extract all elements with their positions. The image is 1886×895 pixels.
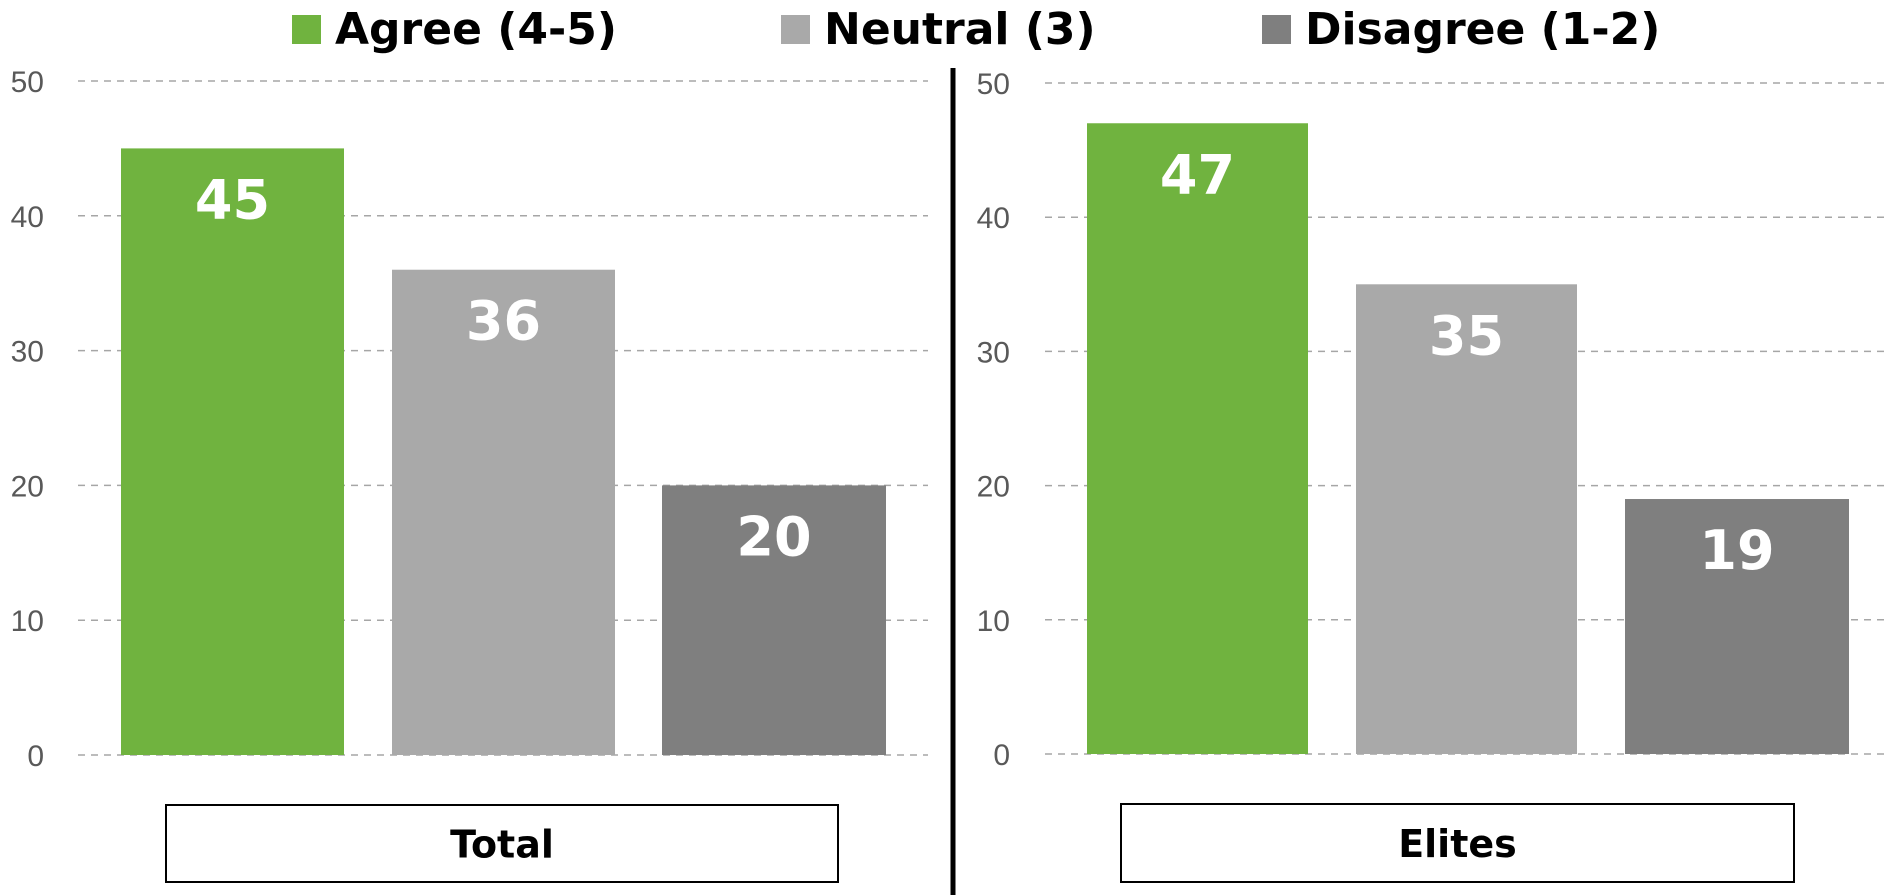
legend-label: Neutral (3) — [824, 4, 1096, 55]
bar — [392, 269, 615, 755]
y-tick-label: 50 — [11, 66, 44, 99]
legend-label: Agree (4-5) — [335, 4, 617, 55]
y-tick-label: 0 — [27, 740, 44, 773]
bar — [1356, 284, 1577, 754]
bar-value-label: 19 — [1699, 519, 1774, 582]
bar-value-label: 35 — [1429, 304, 1504, 367]
legend-swatch — [781, 15, 810, 44]
y-tick-label: 50 — [977, 68, 1010, 101]
y-tick-label: 10 — [11, 605, 44, 638]
chart-panels: 0 10 20 30 40 50 45 36 20 Total 0 10 20 30 40 50 47 35 19 E… — [11, 66, 1886, 883]
y-tick-label: 40 — [11, 201, 44, 234]
y-tick-label: 10 — [977, 605, 1010, 638]
legend-swatch — [292, 15, 321, 44]
bar-value-label: 45 — [195, 168, 270, 231]
bar — [1625, 499, 1849, 754]
y-tick-label: 0 — [993, 739, 1010, 772]
panel-label-box — [165, 804, 839, 883]
panel-label: Total — [450, 823, 554, 867]
panel-label: Elites — [1398, 822, 1517, 866]
bar-value-label: 47 — [1160, 143, 1235, 206]
bar-value-label: 20 — [736, 505, 811, 568]
chart-panel-elites: 0 10 20 30 40 50 47 35 19 Elites — [977, 68, 1886, 883]
y-tick-label: 20 — [11, 470, 44, 503]
bar — [121, 148, 344, 755]
chart-panel-total: 0 10 20 30 40 50 45 36 20 Total — [11, 66, 928, 883]
legend-label: Disagree (1-2) — [1305, 4, 1660, 55]
y-tick-label: 30 — [11, 336, 44, 369]
panel-label-box — [1120, 803, 1795, 883]
bar — [1087, 123, 1308, 754]
legend: Agree (4-5) Neutral (3) Disagree (1-2) — [292, 4, 1660, 55]
y-tick-label: 30 — [977, 336, 1010, 369]
bar — [662, 485, 886, 755]
legend-swatch — [1262, 15, 1291, 44]
bar-value-label: 36 — [466, 290, 541, 353]
y-tick-label: 40 — [977, 202, 1010, 235]
y-tick-label: 20 — [977, 471, 1010, 504]
